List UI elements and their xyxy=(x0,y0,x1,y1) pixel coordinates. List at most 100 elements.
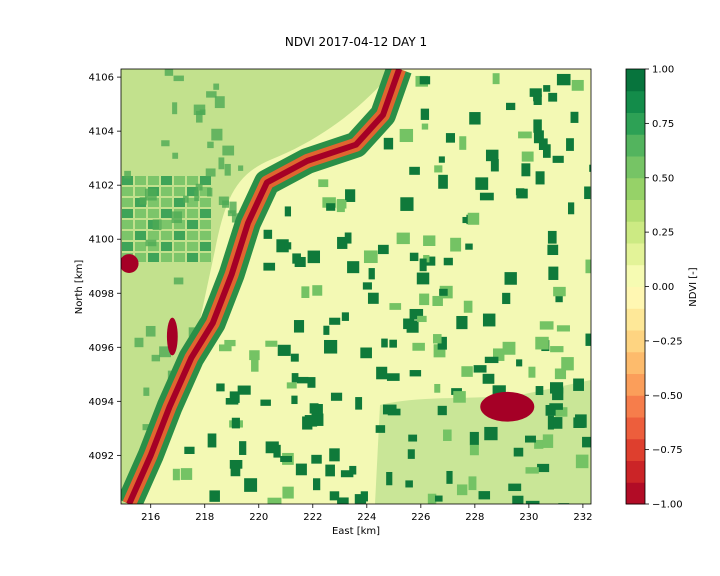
crop-field xyxy=(368,268,375,280)
colorbar-tick-label: −1.00 xyxy=(652,500,683,511)
crop-field xyxy=(469,112,481,125)
crop-field xyxy=(492,73,500,85)
grid-parcel xyxy=(187,253,198,262)
crop-field xyxy=(543,85,551,92)
crop-field xyxy=(396,232,410,245)
crop-field xyxy=(199,109,206,115)
crop-field xyxy=(206,91,217,98)
crop-field xyxy=(219,344,232,352)
crop-field xyxy=(229,201,237,214)
crop-field xyxy=(445,133,456,143)
crop-field xyxy=(207,433,217,448)
crop-field xyxy=(265,340,278,347)
crop-field xyxy=(461,366,473,377)
grid-parcel xyxy=(174,242,185,251)
chart-title: NDVI 2017-04-12 DAY 1 xyxy=(285,35,427,49)
crop-field xyxy=(585,333,591,346)
crop-field xyxy=(434,495,443,502)
crop-field xyxy=(218,157,225,170)
colorbar-tick-label: −0.75 xyxy=(652,445,683,456)
crop-field xyxy=(504,272,517,285)
crop-field xyxy=(362,282,372,290)
colorbar-tick-label: −0.25 xyxy=(652,336,683,347)
crop-field xyxy=(537,463,550,473)
y-tick-label: 4104 xyxy=(89,127,114,138)
grid-parcel xyxy=(174,198,185,207)
crop-field xyxy=(173,277,184,285)
crop-field xyxy=(512,495,524,504)
crop-field xyxy=(301,286,310,298)
crop-field xyxy=(506,102,516,111)
crop-field xyxy=(567,202,575,215)
crop-field xyxy=(516,359,523,367)
crop-field xyxy=(535,336,549,350)
y-tick-label: 4106 xyxy=(89,73,114,84)
crop-field xyxy=(309,403,319,414)
crop-field xyxy=(434,165,443,173)
crop-field xyxy=(344,232,352,244)
grid-parcel xyxy=(161,220,172,229)
x-axis-label: East [km] xyxy=(332,526,380,537)
grid-parcel xyxy=(200,209,211,218)
crop-field xyxy=(360,347,372,359)
grid-parcel xyxy=(135,176,146,185)
crop-field xyxy=(552,387,564,401)
colorbar-segment xyxy=(626,308,645,331)
crop-field xyxy=(307,250,321,264)
crop-field xyxy=(582,436,591,448)
crop-field xyxy=(144,188,157,201)
crop-field xyxy=(151,354,161,362)
crop-field xyxy=(482,313,496,327)
grid-parcel xyxy=(135,253,146,262)
crop-field xyxy=(386,471,393,486)
crop-field xyxy=(548,92,558,102)
crop-field xyxy=(239,441,247,455)
crop-field xyxy=(196,110,203,123)
crop-field xyxy=(161,140,170,147)
crop-field xyxy=(238,165,244,171)
y-tick-label: 4094 xyxy=(89,397,114,408)
crop-field xyxy=(324,339,338,354)
crop-field xyxy=(347,261,360,274)
crop-field xyxy=(376,366,388,380)
crop-field xyxy=(323,325,330,335)
crop-field xyxy=(555,407,568,417)
crop-field xyxy=(377,244,389,255)
colorbar-segment xyxy=(626,90,645,113)
crop-field xyxy=(326,203,336,211)
crop-field xyxy=(550,346,564,353)
crop-field xyxy=(433,344,446,358)
crop-field xyxy=(124,170,131,179)
grid-parcel xyxy=(200,242,211,251)
crop-field xyxy=(528,366,536,378)
crop-field xyxy=(590,501,591,504)
colorbar-segment xyxy=(626,417,645,440)
colorbar-segment xyxy=(626,177,645,200)
crop-field xyxy=(307,377,316,388)
crop-field xyxy=(434,383,441,393)
crop-field xyxy=(513,447,524,457)
crop-field xyxy=(405,480,413,488)
crop-field xyxy=(291,373,299,383)
colorbar-segment xyxy=(626,482,645,505)
crop-field xyxy=(284,206,292,217)
grid-parcel xyxy=(161,187,172,196)
colorbar-tick-label: 0.25 xyxy=(652,228,674,239)
crop-field xyxy=(438,156,445,163)
crop-field xyxy=(142,424,151,431)
crop-field xyxy=(225,398,239,405)
crop-field xyxy=(336,200,347,209)
grid-parcel xyxy=(122,176,133,185)
crop-field xyxy=(313,478,321,491)
grid-parcel xyxy=(187,187,198,196)
x-tick-label: 220 xyxy=(249,512,268,523)
crop-field xyxy=(502,292,511,305)
crop-field xyxy=(244,478,258,492)
crop-field xyxy=(286,382,297,389)
grid-parcel xyxy=(161,176,172,185)
crop-field xyxy=(493,348,505,361)
grid-parcel xyxy=(174,187,185,196)
colorbar-segment xyxy=(626,460,645,483)
river-channel xyxy=(126,69,403,504)
crop-field xyxy=(367,292,379,304)
